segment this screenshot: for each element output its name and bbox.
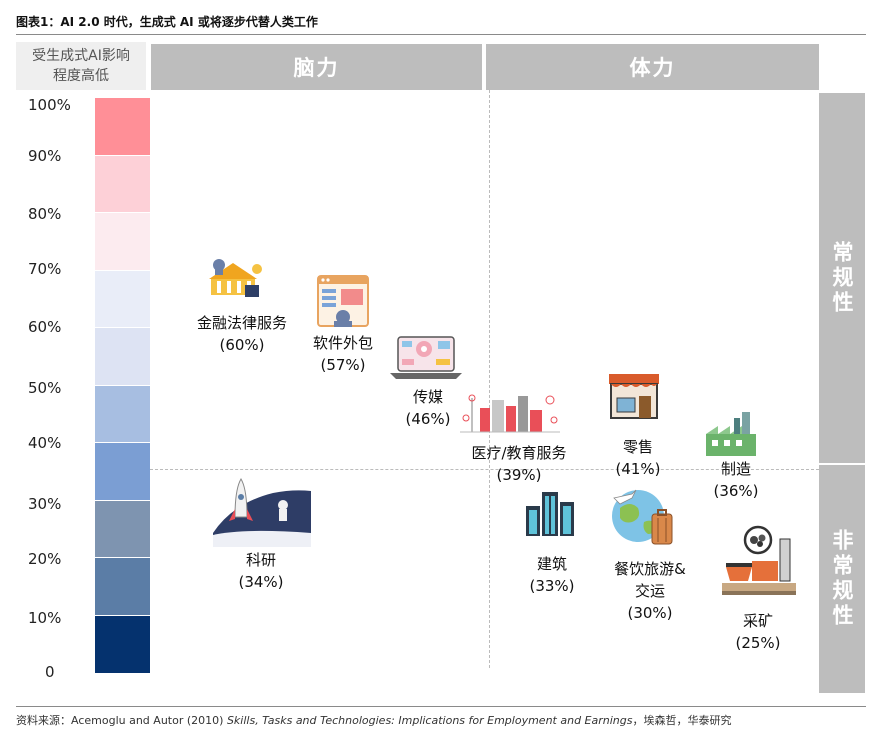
scale-segment (95, 156, 150, 212)
point-label: 制造 (36%) (696, 458, 776, 502)
point-label: 传媒 (46%) (388, 386, 468, 430)
point-name: 采矿 (742, 612, 773, 630)
point-label: 零售 (41%) (598, 436, 678, 480)
point-name: 传媒 (412, 388, 443, 406)
y-tick-label: 80% (28, 205, 62, 223)
point-value: (25%) (735, 634, 781, 652)
scale-segment (95, 271, 150, 327)
y-tick-label: 70% (28, 260, 62, 278)
bottom-rule (16, 706, 866, 707)
scale-header: 受生成式AI影响 程度高低 (16, 42, 146, 90)
point-name: 科研 (245, 551, 276, 569)
side-routine: 常规性 (819, 93, 865, 463)
quadrant-divider-vertical (489, 90, 490, 668)
point-label: 建筑 (33%) (512, 553, 592, 597)
point-name: 零售 (622, 438, 653, 456)
source-title: Skills, Tasks and Technologies: Implicat… (226, 714, 633, 727)
bank-icon (209, 259, 262, 297)
source-note: 资料来源：Acemoglu and Autor (2010) Skills, T… (16, 712, 731, 728)
mining-icon (722, 525, 796, 595)
y-tick-label: 100% (28, 96, 71, 114)
point-value: (33%) (529, 577, 575, 595)
figure-title: 图表1：AI 2.0 时代，生成式 AI 或将逐步代替人类工作 (16, 15, 318, 29)
point-value: (57%) (320, 356, 366, 374)
y-tick-label: 10% (28, 609, 62, 627)
y-tick-label: 40% (28, 434, 62, 452)
point-value: (60%) (219, 336, 265, 354)
scale-header-line1: 受生成式AI影响 (32, 48, 130, 64)
point-name: 金融法律服务 (196, 314, 287, 332)
point-label: 餐饮旅游& 交运 (30%) (594, 558, 706, 624)
side-nonroutine: 非常规性 (819, 465, 865, 693)
travel-globe-icon (612, 489, 673, 545)
quadrant-divider-horizontal (150, 469, 819, 470)
scale-segment (95, 98, 150, 155)
buildings-icon (526, 492, 574, 536)
shop-icon (609, 374, 659, 419)
point-label: 科研 (34%) (221, 549, 301, 593)
point-value: (34%) (238, 573, 284, 591)
tablet-media-icon (390, 336, 462, 379)
point-value: (46%) (405, 410, 451, 428)
scale-segment (95, 616, 150, 673)
software-window-icon (317, 275, 369, 327)
header-brain: 脑力 (151, 44, 482, 90)
scale-segment (95, 443, 150, 500)
scale-segment (95, 213, 150, 270)
top-rule (16, 34, 866, 35)
factory-icon (706, 412, 756, 456)
point-label: 医疗/教育服务 (39%) (455, 442, 583, 486)
scale-segment (95, 558, 150, 615)
point-name-line2: 交运 (634, 582, 665, 600)
point-name: 医疗/教育服务 (471, 444, 567, 462)
y-tick-label: 30% (28, 495, 62, 513)
scale-segment (95, 328, 150, 385)
point-value: (41%) (615, 460, 661, 478)
y-tick-label: 60% (28, 318, 62, 336)
scale-header-line2: 程度高低 (53, 68, 109, 84)
point-name: 建筑 (536, 555, 567, 573)
scale-segment (95, 386, 150, 442)
y-tick-label: 50% (28, 379, 62, 397)
point-value: (39%) (496, 466, 542, 484)
y-tick-label: 20% (28, 550, 62, 568)
source-suffix: ，埃森哲，华泰研究 (632, 714, 732, 727)
y-tick-label: 0 (45, 663, 55, 681)
source-prefix: 资料来源：Acemoglu and Autor (2010) (16, 714, 227, 727)
point-value: (30%) (627, 604, 673, 622)
point-label: 采矿 (25%) (718, 610, 798, 654)
header-body: 体力 (486, 44, 819, 90)
point-name-line1: 餐饮旅游& (614, 560, 686, 578)
point-name: 制造 (720, 460, 751, 478)
point-label: 金融法律服务 (60%) (182, 312, 302, 356)
rocket-icon (213, 478, 311, 547)
point-value: (36%) (713, 482, 759, 500)
point-label: 软件外包 (57%) (300, 332, 386, 376)
city-network-icon (460, 394, 560, 433)
point-name: 软件外包 (312, 334, 373, 352)
scale-segment (95, 501, 150, 557)
y-tick-label: 90% (28, 147, 62, 165)
